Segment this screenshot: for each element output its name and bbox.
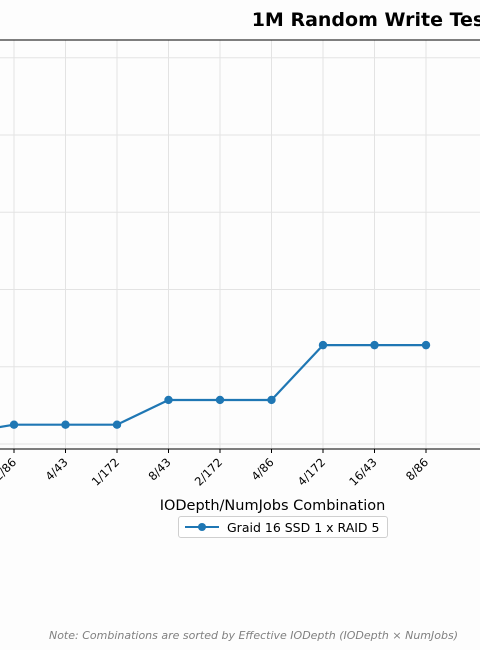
series-lines [0,340,431,429]
data-point [318,340,328,350]
series-line [0,344,426,429]
data-point [267,395,276,405]
x-tick-label: 8/43 [145,455,173,483]
x-tick-label: 4/86 [248,455,276,483]
chart-title: 1M Random Write Test [251,9,480,31]
x-tick-labels: 1/862/864/431/1728/432/1724/864/17216/43… [0,455,431,488]
x-tick-label: 8/86 [403,455,431,483]
data-point [164,395,173,405]
data-point [9,420,19,429]
legend: Graid 16 SSD 1 x RAID 5 [178,516,389,538]
x-tick-label: 16/43 [346,455,379,488]
sort-note: Note: Combinations are sorted by Effecti… [48,629,458,642]
data-point [370,340,379,350]
legend-swatch [185,522,219,532]
x-tick-label: 4/172 [295,455,328,488]
data-point [215,395,225,405]
x-tick-label: 2/86 [0,455,19,483]
axes [0,39,480,453]
data-point [112,420,122,429]
x-tick-label: 4/43 [42,455,70,483]
x-tick-label: 2/172 [192,455,225,488]
x-axis-label: IODepth/NumJobs Combination [159,498,386,514]
grid-lines [0,40,480,449]
legend-label: Graid 16 SSD 1 x RAID 5 [227,519,380,535]
x-tick-label: 1/172 [89,455,122,488]
data-point [61,420,70,429]
data-point [421,340,431,350]
